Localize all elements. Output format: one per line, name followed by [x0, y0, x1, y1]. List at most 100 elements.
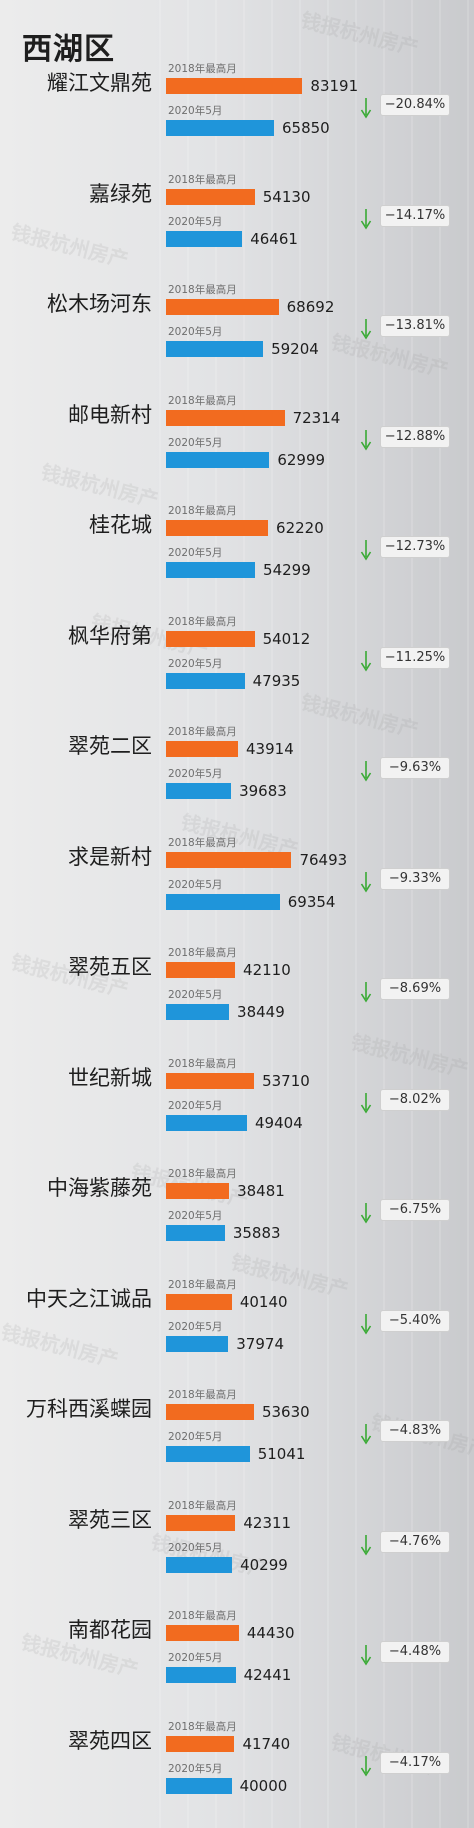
bar-2020	[166, 1335, 229, 1352]
change-percent-badge: −4.76%	[380, 1530, 450, 1553]
data-label-2018: 42311	[243, 1513, 292, 1532]
bar-2018	[166, 1072, 255, 1089]
category-label: 中海紫藤苑	[47, 1176, 152, 1200]
bar-2020	[166, 120, 274, 136]
chart-row: 中天之江诚品 2018年最高月 40140 2020年5月 37974 −5.40%	[0, 1276, 474, 1386]
series-label-2020: 2020年5月	[168, 657, 223, 670]
bar-2020	[166, 1114, 248, 1131]
series-label-2018: 2018年最高月	[168, 173, 237, 186]
category-label: 求是新村	[68, 844, 152, 869]
series-label-2020: 2020年5月	[168, 547, 223, 559]
data-label-2020: 51041	[257, 1445, 306, 1463]
data-label-2018: 41740	[242, 1734, 291, 1753]
change-percent-badge: −12.88%	[380, 425, 450, 448]
category-label: 翠苑五区	[68, 955, 152, 979]
data-label-2020: 65850	[281, 119, 330, 137]
data-label-2020: 62999	[277, 450, 326, 469]
series-label-2018: 2018年最高月	[168, 1168, 237, 1180]
down-arrow-icon	[360, 1424, 372, 1445]
data-label-2020: 46461	[250, 229, 298, 248]
down-arrow-icon	[360, 1534, 372, 1555]
chart-row: 万科西溪蝶园 2018年最高月 53630 2020年5月 51041 −4.83%	[0, 1386, 474, 1496]
data-label-2018: 53630	[261, 1403, 310, 1421]
bar-2018	[166, 741, 239, 757]
chart-row: 松木场河东 2018年最高月 68692 2020年5月 59204 −13.81%	[0, 281, 474, 391]
series-label-2018: 2018年最高月	[168, 1278, 237, 1291]
series-label-2018: 2018年最高月	[168, 284, 237, 296]
data-label-2020: 37974	[236, 1334, 284, 1353]
category-label: 松木场河东	[47, 292, 152, 316]
series-label-2018: 2018年最高月	[168, 615, 237, 628]
series-label-2020: 2020年5月	[168, 215, 223, 228]
chart-row: 枫华府第 2018年最高月 54012 2020年5月 47935 −11.25%	[0, 613, 474, 723]
bar-2020	[166, 451, 270, 468]
category-label: 嘉绿苑	[89, 181, 152, 206]
series-label-2018: 2018年最高月	[168, 1057, 237, 1070]
chart-row: 嘉绿苑 2018年最高月 54130 2020年5月 46461 −14.17%	[0, 171, 474, 281]
series-label-2020: 2020年5月	[168, 989, 223, 1001]
chart-row: 中海紫藤苑 2018年最高月 38481 2020年5月 35883 −6.75%	[0, 1165, 474, 1275]
series-label-2020: 2020年5月	[168, 436, 223, 449]
bar-2018	[166, 1404, 254, 1420]
category-label: 中天之江诚品	[26, 1286, 152, 1311]
series-label-2018: 2018年最高月	[168, 947, 237, 959]
data-label-2020: 40000	[239, 1776, 288, 1795]
category-label: 桂花城	[89, 513, 152, 537]
bar-2020	[166, 1446, 250, 1462]
data-label-2020: 69354	[287, 892, 336, 911]
bar-2018	[166, 1735, 235, 1752]
data-label-2020: 39683	[239, 782, 287, 800]
bar-2020	[166, 783, 232, 799]
data-label-2020: 59204	[271, 340, 319, 358]
chart-row: 翠苑四区 2018年最高月 41740 2020年5月 40000 −4.17%	[0, 1718, 474, 1828]
change-percent-badge: −4.48%	[380, 1641, 450, 1663]
change-percent-badge: −8.02%	[380, 1088, 450, 1111]
bar-2018	[166, 188, 255, 205]
category-label: 翠苑三区	[68, 1507, 152, 1532]
data-label-2020: 40299	[240, 1555, 288, 1574]
series-label-2020: 2020年5月	[168, 1762, 223, 1775]
bar-2020	[166, 562, 256, 578]
change-percent-badge: −9.63%	[380, 757, 450, 779]
chart-row: 耀江文鼎苑 2018年最高月 83191 2020年5月 65850 −20.84%	[0, 60, 474, 170]
chart-row: 桂花城 2018年最高月 62220 2020年5月 54299 −12.73%	[0, 502, 474, 612]
data-label-2018: 54012	[262, 629, 311, 648]
change-percent-badge: −5.40%	[380, 1309, 450, 1332]
data-label-2018: 44430	[246, 1624, 295, 1642]
category-label: 南都花园	[68, 1618, 152, 1642]
down-arrow-icon	[360, 1313, 372, 1334]
data-label-2020: 42441	[243, 1666, 292, 1684]
series-label-2018: 2018年最高月	[168, 1389, 237, 1401]
change-percent-badge: −12.73%	[380, 536, 450, 558]
category-label: 邮电新村	[68, 402, 152, 427]
down-arrow-icon	[360, 982, 372, 1003]
chart-row: 求是新村 2018年最高月 76493 2020年5月 69354 −9.33%	[0, 834, 474, 944]
series-label-2018: 2018年最高月	[168, 726, 237, 738]
chart-row: 邮电新村 2018年最高月 72314 2020年5月 62999 −12.88%	[0, 392, 474, 502]
data-label-2018: 54130	[262, 187, 311, 206]
data-label-2018: 83191	[310, 77, 359, 95]
category-label: 耀江文鼎苑	[47, 71, 152, 95]
down-arrow-icon	[360, 208, 372, 229]
down-arrow-icon	[360, 1755, 372, 1776]
change-percent-badge: −20.84%	[380, 94, 450, 116]
data-label-2018: 38481	[237, 1182, 285, 1200]
change-percent-badge: −13.81%	[380, 315, 450, 337]
bar-2020	[166, 341, 264, 357]
change-percent-badge: −14.17%	[380, 204, 450, 227]
bar-2020	[166, 672, 245, 689]
series-label-2018: 2018年最高月	[168, 63, 237, 75]
bar-2018	[166, 1293, 232, 1310]
change-percent-badge: −11.25%	[380, 646, 450, 669]
series-label-2018: 2018年最高月	[168, 1610, 237, 1622]
down-arrow-icon	[360, 1092, 372, 1113]
bar-2020	[166, 1667, 236, 1683]
series-label-2020: 2020年5月	[168, 1320, 223, 1333]
data-label-2018: 76493	[299, 850, 348, 869]
series-label-2018: 2018年最高月	[168, 1720, 237, 1733]
down-arrow-icon	[360, 1645, 372, 1666]
chart-row: 翠苑三区 2018年最高月 42311 2020年5月 40299 −4.76%	[0, 1497, 474, 1607]
down-arrow-icon	[360, 98, 372, 119]
chart-row: 翠苑五区 2018年最高月 42110 2020年5月 38449 −8.69%	[0, 944, 474, 1054]
change-percent-badge: −8.69%	[380, 978, 450, 1000]
